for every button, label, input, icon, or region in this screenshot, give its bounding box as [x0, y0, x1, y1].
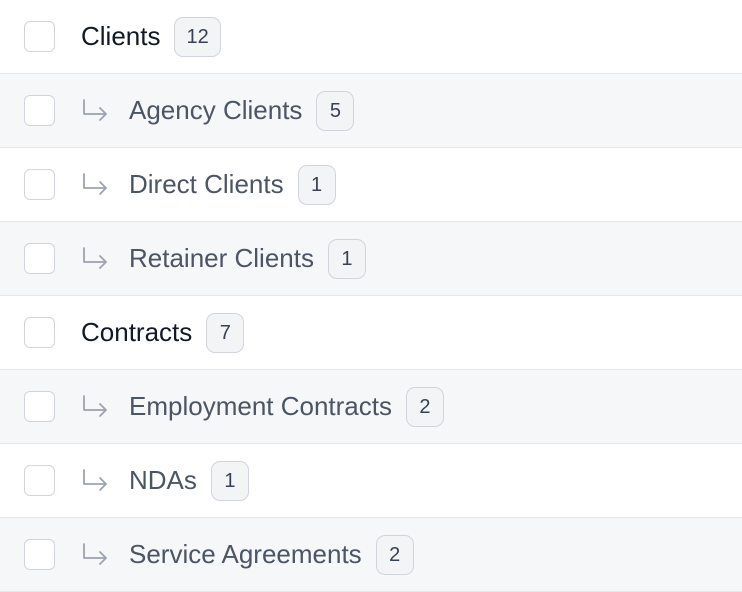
folder-row[interactable]: Contracts 7	[0, 296, 742, 370]
child-arrow-icon	[83, 469, 107, 491]
folder-label: Contracts 7	[81, 296, 245, 369]
folder-label: NDAs 1	[129, 444, 249, 517]
checkbox[interactable]	[24, 539, 55, 570]
folder-name: Retainer Clients	[129, 243, 314, 273]
child-arrow-icon	[83, 99, 107, 121]
folder-name: Service Agreements	[129, 539, 362, 569]
child-arrow-icon	[83, 395, 107, 417]
folder-label: Clients 12	[81, 0, 221, 73]
subfolder-row[interactable]: Employment Contracts 2	[0, 370, 742, 444]
checkbox[interactable]	[24, 95, 55, 126]
arrow-path	[83, 173, 107, 195]
arrow-path	[83, 543, 107, 565]
child-arrow-icon	[83, 543, 107, 565]
count-badge: 2	[405, 386, 444, 427]
count-badge: 1	[327, 238, 366, 279]
subfolder-row[interactable]: Service Agreements 2	[0, 518, 742, 592]
folder-name: Contracts	[81, 317, 193, 347]
count-badge: 7	[206, 312, 245, 353]
folder-name: Employment Contracts	[129, 391, 392, 421]
subfolder-row[interactable]: Agency Clients 5	[0, 74, 742, 148]
folder-name: Direct Clients	[129, 169, 284, 199]
arrow-path	[83, 469, 107, 491]
folder-row[interactable]: Clients 12	[0, 0, 742, 74]
checkbox[interactable]	[24, 243, 55, 274]
folder-name: Agency Clients	[129, 95, 303, 125]
count-badge: 5	[316, 90, 355, 131]
folder-label: Employment Contracts 2	[129, 370, 444, 443]
folder-label: Direct Clients 1	[129, 148, 336, 221]
folder-label: Retainer Clients 1	[129, 222, 366, 295]
child-arrow-icon	[83, 173, 107, 195]
count-badge: 12	[174, 16, 221, 57]
checkbox[interactable]	[24, 465, 55, 496]
folder-name: NDAs	[129, 465, 197, 495]
subfolder-row[interactable]: Direct Clients 1	[0, 148, 742, 222]
arrow-path	[83, 247, 107, 269]
checkbox[interactable]	[24, 391, 55, 422]
subfolder-row[interactable]: Retainer Clients 1	[0, 222, 742, 296]
arrow-path	[83, 395, 107, 417]
arrow-path	[83, 99, 107, 121]
checkbox[interactable]	[24, 317, 55, 348]
count-badge: 2	[375, 534, 414, 575]
folder-label: Agency Clients 5	[129, 74, 355, 147]
child-arrow-icon	[83, 247, 107, 269]
folder-label: Service Agreements 2	[129, 518, 414, 591]
checkbox[interactable]	[24, 169, 55, 200]
checkbox[interactable]	[24, 21, 55, 52]
folder-name: Clients	[81, 21, 161, 51]
count-badge: 1	[210, 460, 249, 501]
count-badge: 1	[297, 164, 336, 205]
subfolder-row[interactable]: NDAs 1	[0, 444, 742, 518]
